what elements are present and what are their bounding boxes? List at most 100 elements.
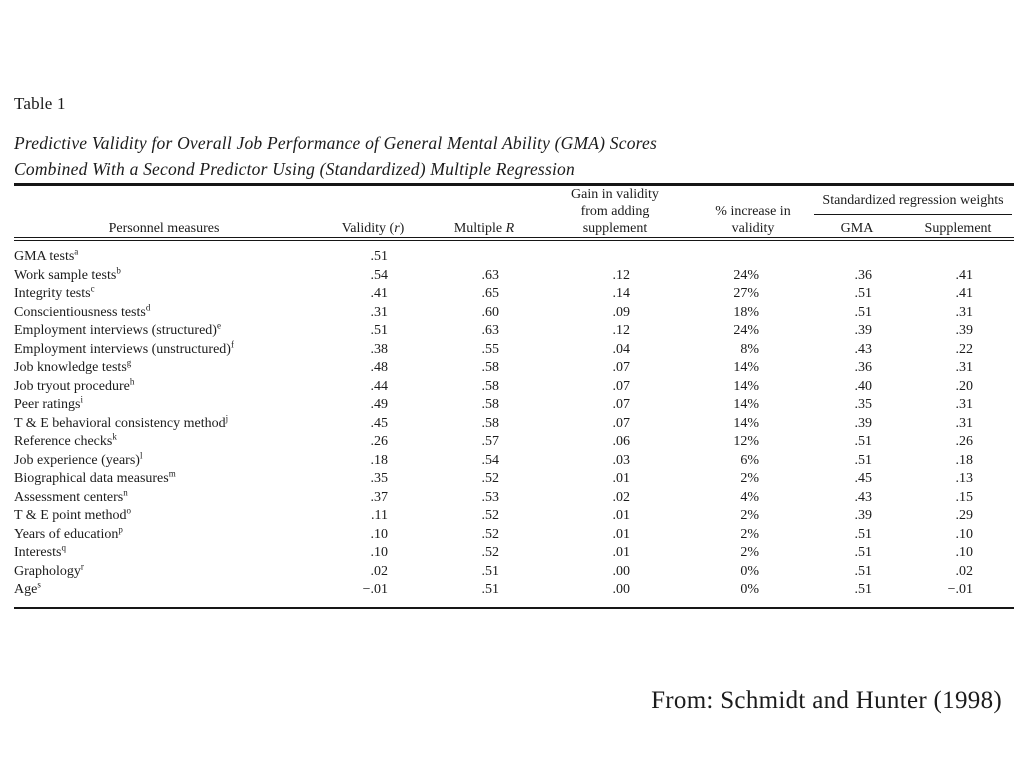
validity-cell: .51 bbox=[370, 323, 389, 338]
supplement-cell: .02 bbox=[955, 563, 974, 579]
validity-cell: .26 bbox=[370, 434, 389, 449]
footnote-superscript: k bbox=[112, 431, 117, 442]
table-row: Employment interviews (unstructured)f .38… bbox=[14, 338, 1014, 360]
supplement-cell: .26 bbox=[955, 434, 974, 449]
gma-cell: .45 bbox=[854, 471, 873, 486]
multiple-r-cell: .51 bbox=[481, 582, 500, 597]
table-title-line2: Combined With a Second Predictor Using (… bbox=[14, 159, 575, 179]
multiple-r-cell: .60 bbox=[481, 304, 500, 320]
pct-cell: 14% bbox=[733, 397, 759, 412]
supplement-cell: .10 bbox=[955, 526, 974, 542]
pct-cell: 0% bbox=[740, 582, 759, 597]
personnel-measure-cell: Interestsq bbox=[14, 542, 66, 560]
validity-cell: .48 bbox=[370, 360, 389, 375]
gma-cell: .36 bbox=[854, 360, 873, 375]
supplement-cell: .13 bbox=[955, 471, 974, 486]
table-title: Predictive Validity for Overall Job Perf… bbox=[14, 130, 657, 182]
gma-cell: .43 bbox=[854, 489, 873, 505]
gain-cell: .01 bbox=[612, 508, 631, 523]
gain-cell: .02 bbox=[612, 489, 631, 505]
validity-cell: .49 bbox=[370, 397, 389, 412]
personnel-measure-cell: Reference checksk bbox=[14, 431, 117, 449]
validity-cell: .10 bbox=[370, 545, 389, 560]
gain-cell: .07 bbox=[612, 397, 631, 412]
source-citation: From: Schmidt and Hunter (1998) bbox=[651, 687, 1002, 714]
personnel-measure-cell: T & E point methodo bbox=[14, 505, 132, 523]
pct-cell: 27% bbox=[733, 286, 759, 301]
validity-cell: .38 bbox=[370, 341, 389, 357]
gain-cell: .00 bbox=[612, 563, 631, 579]
pct-cell: 24% bbox=[733, 323, 759, 338]
supplement-cell bbox=[902, 239, 1014, 267]
gain-cell bbox=[536, 239, 694, 267]
multiple-r-cell: .52 bbox=[481, 508, 500, 523]
footnote-superscript: i bbox=[80, 394, 83, 405]
validity-cell: .11 bbox=[371, 508, 388, 523]
gma-cell: .40 bbox=[854, 378, 873, 394]
pct-cell: 24% bbox=[733, 267, 759, 283]
pct-cell: 0% bbox=[740, 563, 759, 579]
supplement-cell: .20 bbox=[955, 378, 974, 394]
table-row: Work sample testsb .54 .63 .12 24% .36 .41 bbox=[14, 264, 1014, 286]
pct-cell: 6% bbox=[740, 452, 759, 468]
validity-table: Personnel measures Validity (r) Multiple… bbox=[14, 183, 1014, 609]
col-header-supplement: Supplement bbox=[902, 219, 1014, 242]
supplement-cell: .41 bbox=[955, 267, 974, 283]
footnote-superscript: a bbox=[74, 246, 79, 257]
footnote-superscript: l bbox=[139, 449, 143, 460]
table-title-line1: Predictive Validity for Overall Job Perf… bbox=[14, 133, 657, 153]
table-row: Job knowledge testsg .48 .58 .07 14% .36 .31 bbox=[14, 358, 1014, 378]
personnel-measure-cell: Employment interviews (unstructured)f bbox=[14, 338, 234, 357]
validity-cell: .44 bbox=[370, 378, 389, 394]
gma-cell: .51 bbox=[854, 582, 873, 597]
table-row: Job tryout procedureh .44 .58 .07 14% .40 .20 bbox=[14, 376, 1014, 397]
validity-cell: .35 bbox=[370, 471, 389, 486]
multiple-r-cell: .52 bbox=[481, 471, 500, 486]
supplement-cell: .15 bbox=[955, 489, 974, 505]
supplement-cell: .18 bbox=[955, 452, 974, 468]
supplement-cell: .31 bbox=[955, 415, 974, 431]
footnote-superscript: s bbox=[37, 579, 41, 590]
col-header-pct-increase: % increase in validity bbox=[694, 184, 812, 241]
table-row: Peer ratingsi .49 .58 .07 14% .35 .31 bbox=[14, 394, 1014, 415]
gain-cell: .03 bbox=[612, 452, 631, 468]
validity-cell: .02 bbox=[370, 563, 389, 579]
personnel-measure-cell: T & E behavioral consistency methodj bbox=[14, 412, 229, 431]
col-header-multiple-r: Multiple R bbox=[432, 184, 536, 241]
footnote-superscript: b bbox=[116, 264, 121, 275]
gma-cell: .39 bbox=[854, 415, 873, 431]
validity-cell: .37 bbox=[370, 489, 389, 505]
gma-cell: .51 bbox=[854, 526, 873, 542]
gma-cell: .39 bbox=[854, 323, 873, 338]
personnel-measure-cell: Assessment centersn bbox=[14, 486, 128, 505]
multiple-r-cell: .65 bbox=[481, 286, 500, 301]
multiple-r-cell: .58 bbox=[481, 378, 500, 394]
col-header-personnel-measures: Personnel measures bbox=[14, 184, 314, 241]
validity-cell: .10 bbox=[370, 526, 389, 542]
footnote-superscript: n bbox=[123, 486, 128, 497]
col-group-header-std-weights: Standardized regression weights bbox=[812, 185, 1014, 220]
table-row: Employment interviews (structured)e .51 .6… bbox=[14, 320, 1014, 341]
pct-cell: 2% bbox=[740, 471, 759, 486]
gain-cell: .07 bbox=[612, 415, 631, 431]
multiple-r-cell: .55 bbox=[481, 341, 500, 357]
footnote-superscript: r bbox=[80, 560, 84, 571]
personnel-measure-cell: Job experience (years)l bbox=[14, 449, 143, 468]
validity-cell: .41 bbox=[370, 286, 389, 301]
pct-cell: 14% bbox=[733, 415, 759, 431]
gma-cell: .51 bbox=[854, 434, 873, 449]
personnel-measure-cell: Employment interviews (structured)e bbox=[14, 320, 221, 338]
personnel-measure-cell: Ages bbox=[14, 579, 41, 597]
validity-cell: .54 bbox=[370, 267, 389, 283]
personnel-measure-cell: Peer ratingsi bbox=[14, 394, 83, 412]
gain-cell: .01 bbox=[612, 545, 631, 560]
gma-cell: .51 bbox=[854, 304, 873, 320]
supplement-cell: .22 bbox=[955, 341, 974, 357]
pct-cell: 18% bbox=[733, 304, 759, 320]
multiple-r-cell: .63 bbox=[481, 323, 500, 338]
personnel-measure-cell: Biographical data measuresm bbox=[14, 468, 176, 486]
pct-cell: 4% bbox=[740, 489, 759, 505]
col-header-gma: GMA bbox=[812, 219, 902, 242]
personnel-measure-cell: Graphologyr bbox=[14, 560, 84, 579]
